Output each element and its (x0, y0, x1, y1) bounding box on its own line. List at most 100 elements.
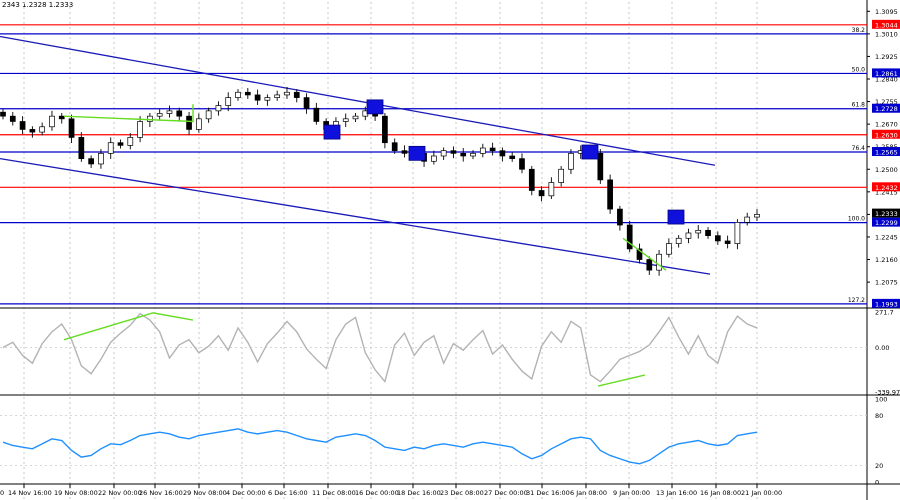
candle-body (78, 137, 85, 159)
candle-body (528, 168, 535, 191)
y-tick-label: 1.2840 (875, 75, 898, 83)
candle-body (734, 222, 741, 244)
osc-tick-label: 271.7 (875, 309, 894, 317)
x-tick-label: 13 Jan 16:00 (656, 489, 697, 497)
candle-body (489, 147, 496, 152)
candle-body (626, 224, 633, 250)
candle-body (382, 115, 388, 144)
candle-body (685, 232, 692, 239)
level-price-box (872, 103, 900, 113)
osc-divergence-line (63, 312, 194, 341)
candle-body (519, 158, 525, 170)
candle-body (744, 216, 751, 223)
rsi-tick-label: 100 (875, 396, 887, 404)
candle-body (705, 229, 711, 236)
level-price-box (872, 298, 900, 308)
divergence-line (63, 104, 194, 123)
y-tick-label: 1.2925 (875, 53, 898, 61)
osc-tick-label: 0.00 (875, 344, 889, 352)
candle-body (98, 152, 104, 165)
fib-label: 100.0 (848, 216, 865, 223)
candle-body (284, 91, 290, 96)
level-price-label: 1.2299 (875, 219, 898, 227)
time-axis: 0 14 Nov 16:00 19 Nov 08:00 22 Nov 00:0026 … (0, 484, 782, 497)
level-price-label: 1.3044 (875, 21, 898, 29)
candle-body (450, 150, 457, 154)
candle-body (617, 208, 623, 226)
x-tick-label: 29 Nov 08:00 (183, 489, 227, 497)
oscillator-line (2, 312, 758, 384)
signal-marker (581, 144, 599, 160)
x-tick-label: 16 Jan 08:00 (700, 489, 741, 497)
level-price-label: 1.2861 (875, 70, 898, 78)
fib-label: 127.2 (848, 297, 865, 304)
level-price-box (872, 68, 900, 78)
signal-marker (408, 145, 426, 161)
candle-body (646, 259, 653, 271)
candle-body (49, 115, 55, 128)
candle-body (58, 115, 65, 120)
level-price-label: 1.2630 (875, 131, 898, 139)
signal-marker (366, 99, 384, 115)
x-tick-label: 27 Dec 00:00 (484, 489, 528, 497)
fib-label: 50.0 (852, 66, 866, 73)
level-price-label: 1.2432 (875, 184, 898, 192)
candle-body (440, 150, 447, 157)
x-tick-label: 21 Jan 00:00 (741, 489, 782, 497)
candle-body (342, 118, 349, 122)
candle-body (303, 97, 310, 109)
current-price-box (872, 208, 900, 218)
y-tick-label: 1.2160 (875, 256, 898, 264)
candle-body (176, 110, 183, 117)
level-price-box (872, 129, 900, 139)
candle-body (29, 129, 36, 133)
y-tick-label: 1.2245 (875, 233, 898, 241)
candle-body (215, 105, 222, 112)
candle-body (391, 142, 398, 152)
level-price-box (872, 182, 900, 192)
candle-body (460, 152, 467, 157)
y-tick-label: 1.2415 (875, 188, 898, 196)
candle-body (666, 243, 672, 255)
y-tick-label: 1.3095 (875, 8, 898, 16)
candle-body (558, 168, 565, 183)
divergence-line (622, 237, 667, 271)
candle-body (254, 94, 261, 101)
rsi-tick-label: 80 (875, 412, 883, 420)
candle-body (607, 179, 613, 210)
oscillator-panel: 271.7 0.00 -339.978 (0, 309, 900, 397)
channel-lower (0, 158, 711, 275)
candle-body (186, 115, 192, 130)
candle-body (470, 152, 476, 157)
level-price-label: 1.1993 (875, 300, 898, 308)
candle-body (352, 115, 359, 120)
symbol-info: 2343 1.2328 1.2333 (2, 1, 74, 9)
x-tick-label: 4 Dec 00:00 (226, 489, 266, 497)
channel-upper (0, 35, 716, 166)
candle-body (88, 158, 94, 165)
y-tick-label: 1.2075 (875, 279, 898, 287)
rsi-panel: 100 80 20 0 (0, 396, 887, 487)
candle-body (548, 182, 555, 197)
rsi-tick-label: 20 (875, 462, 883, 470)
x-tick-label: 6 Jan 08:00 (570, 489, 607, 497)
candle-body (225, 97, 232, 106)
rsi-line (2, 428, 758, 465)
candle-body (68, 118, 75, 138)
fib-label: 61.8 (852, 102, 866, 109)
candle-body (431, 155, 437, 162)
candle-body (166, 110, 173, 114)
candle-body (244, 91, 251, 96)
x-tick-label: 11 Dec 08:00 (312, 489, 356, 497)
y-tick-label: 1.2755 (875, 98, 898, 106)
candle-body (205, 110, 212, 120)
x-tick-label: 9 Jan 00:00 (613, 489, 650, 497)
candle-body (313, 107, 320, 122)
y-tick-label: 1.2670 (875, 121, 898, 129)
candle-body (401, 150, 408, 154)
fib-label: 38.2 (852, 27, 866, 34)
candle-body (499, 150, 506, 157)
candle-body (293, 91, 300, 98)
